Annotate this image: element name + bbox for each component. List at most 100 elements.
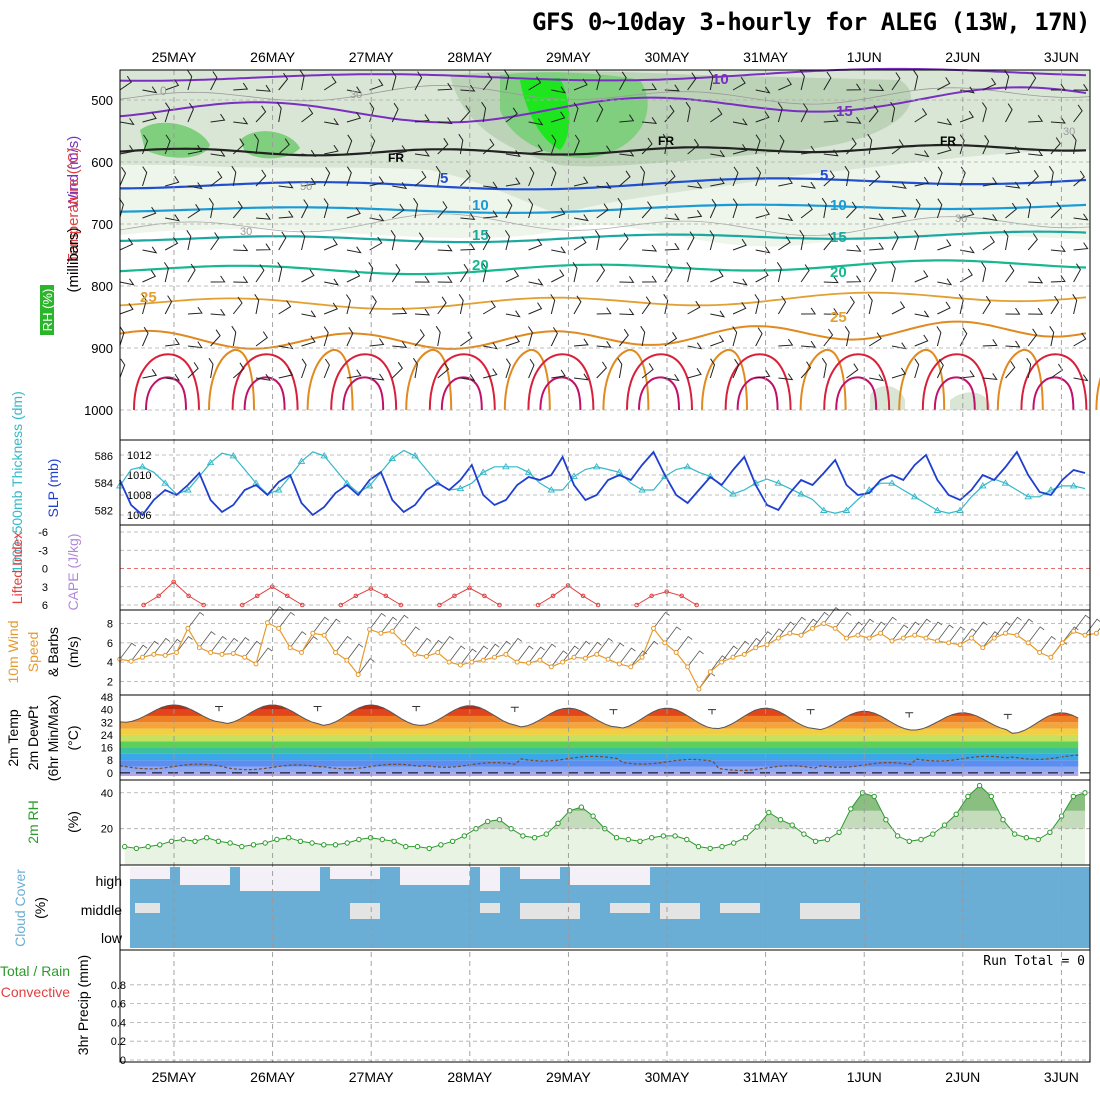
rh-point <box>965 793 971 800</box>
wind-barb <box>324 238 338 251</box>
wind-barb <box>755 111 770 123</box>
wind-barb <box>505 637 523 655</box>
wind-point <box>787 630 793 636</box>
wind-barb <box>414 114 430 123</box>
temp-band <box>120 766 1079 773</box>
rh-point <box>812 838 819 844</box>
wind-barb <box>324 278 339 286</box>
wind-barb <box>675 635 693 653</box>
wind-barb <box>1027 71 1037 91</box>
wind-barb <box>959 86 975 94</box>
wind-barb <box>710 177 725 187</box>
rh-point <box>438 842 444 848</box>
temp-max-marker <box>313 705 322 712</box>
wind-point <box>253 661 259 667</box>
wind-barb <box>119 118 135 126</box>
wind-barb <box>936 198 943 219</box>
label-2m-rh: 2m RH <box>25 800 41 844</box>
wind-barb <box>823 308 839 315</box>
wind-contour-10b <box>119 67 1087 82</box>
day-label-bottom: 2JUN <box>945 1069 980 1085</box>
temp-line <box>119 704 1079 734</box>
wind-point <box>810 625 815 631</box>
wind-barb <box>776 262 782 283</box>
wind-barb <box>210 71 218 91</box>
li-point <box>694 602 699 608</box>
label-2m-dewpt: 2m DewPt <box>25 706 41 771</box>
wind-barb <box>857 618 875 636</box>
label-convective: Convective <box>1 984 70 1000</box>
wind-barb <box>471 645 489 663</box>
temp-tick-label: 40 <box>101 705 113 717</box>
chart-title: GFS 0~10day 3-hourly for ALEG (13W, 17N) <box>532 8 1090 36</box>
wind-barb <box>801 340 817 348</box>
wind-barb <box>164 237 179 251</box>
thickness-point <box>1001 479 1010 486</box>
wind-barb <box>664 170 676 187</box>
wind-barb <box>641 137 653 155</box>
wind-barb <box>232 138 245 155</box>
li-point <box>299 602 305 608</box>
slp-line <box>118 450 1086 517</box>
wind-point <box>151 651 157 657</box>
wind-barb <box>959 208 975 219</box>
li-point <box>353 593 359 599</box>
label-millibars: (millibars) <box>65 228 82 293</box>
wind-barb <box>527 326 533 347</box>
rh-point <box>1012 831 1018 837</box>
wind-point <box>480 657 486 663</box>
wind-barb <box>937 77 951 91</box>
li-point <box>398 602 404 608</box>
wind-barb <box>687 368 702 379</box>
wind-point <box>968 635 974 641</box>
wind-point <box>457 662 463 668</box>
wind-barb <box>119 278 135 286</box>
rh-point <box>625 836 631 843</box>
label-wind-unit: (m/s) <box>65 636 81 668</box>
thickness-point <box>638 486 646 493</box>
wind-barb <box>834 611 852 629</box>
wind-barb <box>708 70 714 91</box>
day-label-top: 31MAY <box>743 49 789 65</box>
li-point <box>634 602 639 608</box>
wind-barb <box>846 621 863 639</box>
wind-barb <box>800 618 818 636</box>
wind-barb <box>891 231 899 251</box>
hot-isotherm-cell <box>921 353 989 411</box>
label-lifted-index: Lifted Index <box>9 532 25 604</box>
wind-barb <box>301 199 309 219</box>
temp-max-marker <box>412 705 421 712</box>
thickness-point <box>138 462 147 470</box>
li-dip <box>340 588 402 606</box>
wind-barb <box>414 232 424 251</box>
day-label-bottom: 3JUN <box>1044 1069 1079 1085</box>
hot-isotherm-cell <box>823 353 891 411</box>
hot-isotherm-cell <box>231 353 299 411</box>
rh-point <box>1070 793 1077 800</box>
wind-barb <box>664 213 680 221</box>
cloud-mid-gap <box>660 903 700 919</box>
wind-barb <box>119 326 125 347</box>
wind-barb <box>596 341 612 348</box>
rh-point <box>695 843 702 850</box>
wind-barb <box>846 116 862 124</box>
rh-point <box>309 840 315 846</box>
wind-barb <box>1073 374 1089 382</box>
rh-point <box>578 804 585 810</box>
wind-barb <box>369 176 385 187</box>
wind-barb <box>596 361 608 379</box>
wind-barb <box>573 134 580 155</box>
wind-point <box>741 651 747 657</box>
wind-barb <box>528 166 535 187</box>
cloud-mid-gap <box>480 903 500 913</box>
rh-area <box>124 785 1085 865</box>
isotherm-15 <box>119 230 1087 244</box>
day-label-top: 29MAY <box>546 49 592 65</box>
wind-barb <box>528 76 542 91</box>
rh-point <box>731 840 737 846</box>
rh-point <box>988 793 994 800</box>
wind-point <box>140 654 145 660</box>
wind-barb <box>210 275 226 283</box>
wind-barb <box>981 102 987 123</box>
label-rh-50: 50 <box>300 181 312 193</box>
